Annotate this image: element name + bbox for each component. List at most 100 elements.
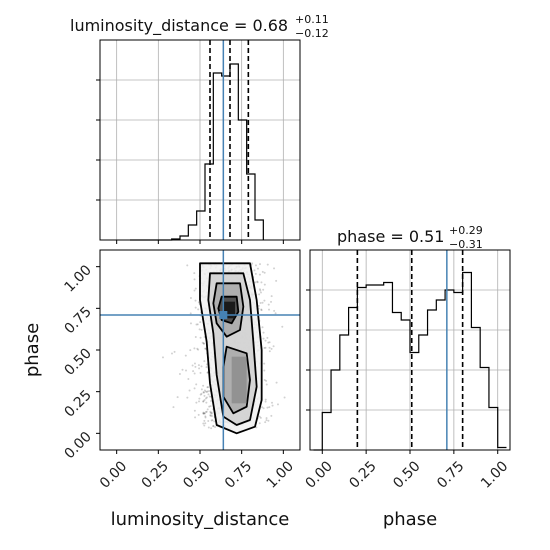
scatter-point [207, 426, 210, 429]
scatter-point [205, 410, 208, 413]
scatter-point [254, 264, 257, 267]
luminosity-distance-title-minus: −0.12 [295, 27, 329, 40]
scatter-point [203, 399, 206, 402]
scatter-point [197, 301, 200, 304]
scatter-point [263, 283, 266, 286]
scatter-point [260, 308, 263, 311]
scatter-point [181, 368, 184, 371]
scatter-point [267, 303, 270, 306]
panel-inner [100, 250, 300, 450]
scatter-point [263, 362, 266, 365]
scatter-point [206, 386, 209, 389]
scatter-point [273, 309, 276, 312]
scatter-point [253, 269, 256, 272]
scatter-point [197, 364, 200, 367]
scatter-point [203, 412, 206, 415]
scatter-point [203, 389, 206, 392]
scatter-point [260, 281, 263, 284]
scatter-point [205, 366, 208, 369]
scatter-point [258, 415, 261, 418]
scatter-point [210, 399, 213, 402]
scatter-point [210, 419, 213, 422]
scatter-point [203, 419, 206, 422]
scatter-point [259, 301, 262, 304]
scatter-point [265, 379, 268, 382]
scatter-point [198, 397, 201, 400]
scatter-point [264, 346, 267, 349]
phase-title-minus: −0.31 [449, 238, 483, 251]
scatter-point [261, 301, 264, 304]
scatter-point [205, 396, 208, 399]
scatter-point [266, 263, 269, 266]
scatter-point [178, 373, 181, 376]
scatter-point [210, 427, 213, 430]
scatter-point [270, 300, 273, 303]
scatter-point [208, 395, 211, 398]
y-tick-label-2: 0.50 [61, 346, 94, 379]
phase-title-plus: +0.29 [449, 224, 483, 237]
scatter-point [199, 321, 202, 324]
scatter-point [194, 365, 197, 368]
scatter-point [268, 341, 271, 344]
density-core-lower [231, 356, 247, 404]
scatter-point [202, 384, 205, 387]
y-tick-label-1: 0.25 [61, 387, 94, 420]
scatter-point [264, 421, 267, 424]
scatter-point [200, 392, 203, 395]
scatter-point [204, 416, 207, 419]
scatter-point [193, 387, 196, 390]
scatter-point [194, 299, 197, 302]
scatter-point [261, 406, 264, 409]
scatter-point [258, 263, 261, 266]
scatter-point [176, 396, 179, 399]
scatter-point [189, 322, 192, 325]
scatter-point [205, 390, 208, 393]
scatter-point [200, 328, 203, 331]
scatter-point [196, 347, 199, 350]
scatter-point [274, 312, 277, 315]
scatter-point [268, 350, 271, 353]
scatter-point [206, 371, 209, 374]
scatter-point [198, 367, 201, 370]
scatter-point [275, 381, 278, 384]
scatter-point [202, 411, 205, 414]
scatter-point [202, 412, 205, 415]
scatter-point [263, 369, 266, 372]
scatter-point [202, 342, 205, 345]
scatter-point [191, 364, 194, 367]
scatter-point [263, 347, 266, 350]
y-tick-label-0: 0.00 [61, 429, 94, 462]
x-tick-label-0: 0.00 [303, 458, 336, 491]
scatter-point [213, 420, 216, 423]
scatter-point [265, 419, 268, 422]
scatter-point [197, 348, 200, 351]
scatter-point [197, 308, 200, 311]
scatter-point [255, 426, 258, 429]
scatter-point [202, 400, 205, 403]
scatter-point [258, 288, 261, 291]
scatter-point [207, 386, 210, 389]
scatter-point [185, 369, 188, 372]
scatter-point [173, 350, 176, 353]
scatter-point [206, 408, 209, 411]
x-tick-label-4: 1.00 [264, 458, 297, 491]
scatter-point [199, 371, 202, 374]
scatter-point [194, 287, 197, 290]
scatter-point [209, 405, 212, 408]
scatter-point [193, 289, 196, 292]
scatter-point [209, 411, 212, 414]
scatter-point [193, 409, 196, 412]
scatter-point [256, 267, 259, 270]
scatter-point [268, 406, 271, 409]
scatter-point [206, 363, 209, 366]
scatter-point [262, 407, 265, 410]
scatter-point [259, 416, 262, 419]
x-tick-label-2: 0.50 [390, 458, 423, 491]
scatter-point [202, 391, 205, 394]
scatter-point [193, 347, 196, 350]
scatter-point [265, 383, 268, 386]
scatter-point [198, 400, 201, 403]
scatter-point [202, 412, 205, 415]
scatter-point [210, 412, 213, 415]
x-tick-label-0: 0.00 [97, 458, 130, 491]
